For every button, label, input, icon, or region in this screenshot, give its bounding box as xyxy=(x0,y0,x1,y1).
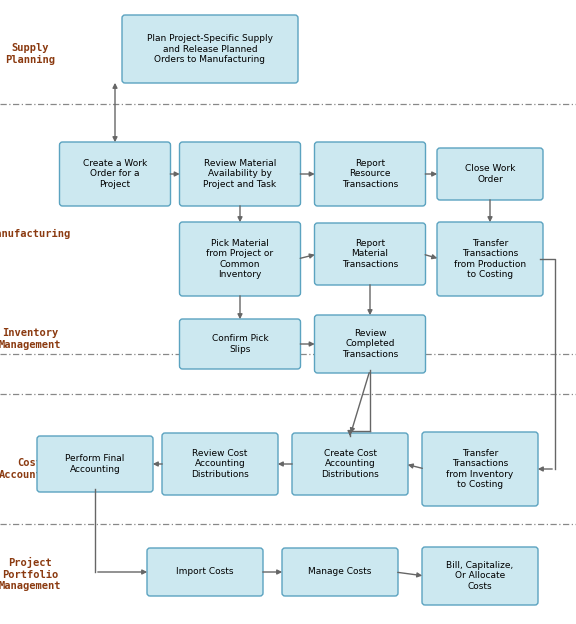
FancyBboxPatch shape xyxy=(180,142,301,206)
FancyBboxPatch shape xyxy=(422,547,538,605)
Text: Transfer
Transactions
from Inventory
to Costing: Transfer Transactions from Inventory to … xyxy=(446,449,514,489)
Text: Report
Material
Transactions: Report Material Transactions xyxy=(342,239,398,269)
Text: Review Material
Availability by
Project and Task: Review Material Availability by Project … xyxy=(203,159,276,189)
Text: Report
Resource
Transactions: Report Resource Transactions xyxy=(342,159,398,189)
Text: Review Cost
Accounting
Distributions: Review Cost Accounting Distributions xyxy=(191,449,249,479)
Text: Manufacturing: Manufacturing xyxy=(0,229,71,239)
FancyBboxPatch shape xyxy=(437,148,543,200)
Text: Close Work
Order: Close Work Order xyxy=(465,164,515,183)
FancyBboxPatch shape xyxy=(292,433,408,495)
FancyBboxPatch shape xyxy=(437,222,543,296)
FancyBboxPatch shape xyxy=(180,319,301,369)
FancyBboxPatch shape xyxy=(422,432,538,506)
FancyBboxPatch shape xyxy=(282,548,398,596)
FancyBboxPatch shape xyxy=(59,142,170,206)
FancyBboxPatch shape xyxy=(162,433,278,495)
Text: Create Cost
Accounting
Distributions: Create Cost Accounting Distributions xyxy=(321,449,379,479)
Text: Manage Costs: Manage Costs xyxy=(308,567,372,577)
Text: Transfer
Transactions
from Production
to Costing: Transfer Transactions from Production to… xyxy=(454,239,526,279)
FancyBboxPatch shape xyxy=(314,315,426,373)
Text: Create a Work
Order for a
Project: Create a Work Order for a Project xyxy=(83,159,147,189)
FancyBboxPatch shape xyxy=(37,436,153,492)
Text: Perform Final
Accounting: Perform Final Accounting xyxy=(65,454,124,474)
Text: Plan Project-Specific Supply
and Release Planned
Orders to Manufacturing: Plan Project-Specific Supply and Release… xyxy=(147,34,273,64)
Text: Import Costs: Import Costs xyxy=(176,567,234,577)
Text: Project
Portfolio
Management: Project Portfolio Management xyxy=(0,557,61,591)
Text: Review
Completed
Transactions: Review Completed Transactions xyxy=(342,329,398,359)
FancyBboxPatch shape xyxy=(180,222,301,296)
FancyBboxPatch shape xyxy=(314,142,426,206)
Text: Cost
Accounting: Cost Accounting xyxy=(0,458,61,480)
Text: Supply
Planning: Supply Planning xyxy=(5,43,55,65)
Text: Pick Material
from Project or
Common
Inventory: Pick Material from Project or Common Inv… xyxy=(206,239,274,279)
FancyBboxPatch shape xyxy=(122,15,298,83)
Text: Confirm Pick
Slips: Confirm Pick Slips xyxy=(212,334,268,354)
FancyBboxPatch shape xyxy=(314,223,426,285)
FancyBboxPatch shape xyxy=(147,548,263,596)
Text: Inventory
Management: Inventory Management xyxy=(0,328,61,350)
Text: Bill, Capitalize,
Or Allocate
Costs: Bill, Capitalize, Or Allocate Costs xyxy=(446,561,514,591)
